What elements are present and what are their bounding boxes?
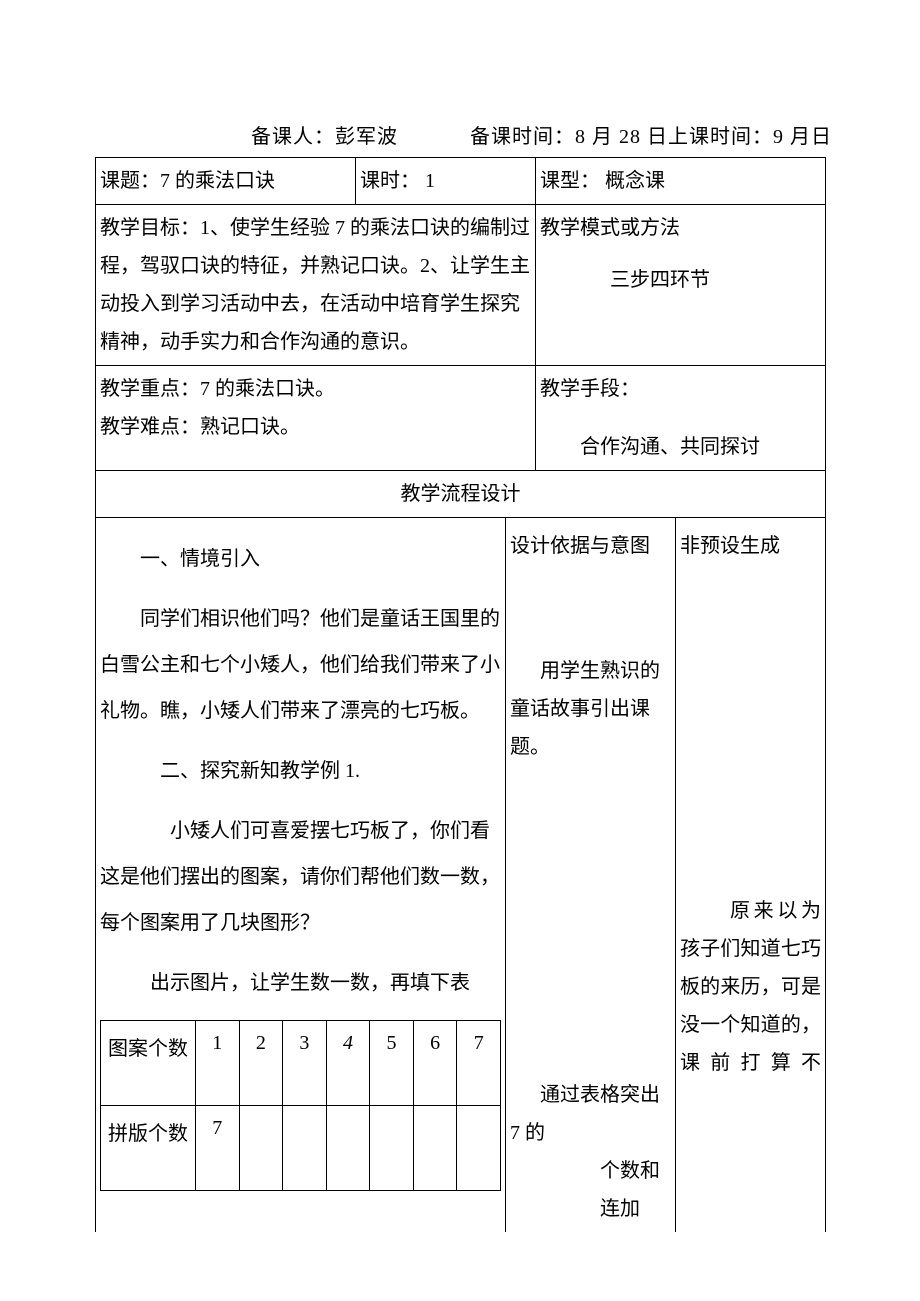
methods-label: 教学模式或方法	[540, 209, 821, 247]
prep-time: 8 月 28 日	[575, 126, 668, 148]
inner-cell: 6	[413, 1021, 457, 1106]
inner-cell: 3	[283, 1021, 327, 1106]
inner-cell: 1	[196, 1021, 240, 1106]
table-row: 拼版个数 7	[101, 1106, 501, 1191]
methods-text: 三步四环节	[540, 261, 821, 299]
period-label: 课时：	[360, 170, 420, 192]
topic-text: 7 的乘法口诀	[160, 170, 275, 192]
flow-title: 教学流程设计	[401, 483, 521, 505]
inner-cell	[239, 1106, 283, 1191]
design-basis-p2b: 个数和连加	[510, 1152, 671, 1228]
section1-title: 一、情境引入	[100, 536, 501, 582]
type-text: 概念课	[605, 170, 665, 192]
type-label: 课型：	[540, 170, 600, 192]
inner-cell	[326, 1106, 370, 1191]
goals-label: 教学目标：	[100, 217, 200, 239]
inner-cell	[283, 1106, 327, 1191]
flow-title-cell: 教学流程设计	[96, 471, 826, 518]
header-line: 备课人：彭军波 备课时间：8 月 28 日上课时间：9 月日	[95, 120, 825, 149]
focus-cell: 教学重点：7 的乘法口诀。 教学难点：熟记口诀。	[96, 366, 536, 471]
section2-p2: 出示图片，让学生数一数，再填下表	[100, 960, 501, 1006]
type-cell: 课型： 概念课	[536, 158, 826, 205]
inner-cell: 2	[239, 1021, 283, 1106]
handles-cell: 教学手段： 合作沟通、共同探讨	[536, 366, 826, 471]
handles-label: 教学手段：	[540, 370, 821, 408]
preparer-label: 备课人：	[251, 126, 335, 148]
inner-table: 图案个数 1 2 3 4 5 6 7 拼版个数 7	[100, 1020, 501, 1191]
class-time: 9 月日	[773, 126, 832, 148]
section2-p1: 小矮人们可喜爱摆七巧板了，你们看这是他们摆出的图案，请你们帮他们数一数，每个图案…	[100, 808, 501, 946]
main-content-cell: 一、情境引入 同学们相识他们吗？他们是童话王国里的白雪公主和七个小矮人，他们给我…	[96, 518, 506, 1233]
inner-cell: 4	[326, 1021, 370, 1106]
table-row: 图案个数 1 2 3 4 5 6 7	[101, 1021, 501, 1106]
inner-cell	[370, 1106, 414, 1191]
class-time-label: 上课时间：	[668, 126, 773, 148]
design-basis-head: 设计依据与意图	[510, 522, 671, 562]
prep-time-label: 备课时间：	[470, 126, 575, 148]
design-basis-p2a: 通过表格突出 7 的	[510, 1084, 660, 1144]
topic-label: 课题：	[100, 170, 160, 192]
key-label: 教学重点：	[100, 378, 200, 400]
inner-row1-label: 图案个数	[101, 1021, 196, 1106]
inner-cell	[413, 1106, 457, 1191]
inner-cell: 5	[370, 1021, 414, 1106]
design-basis-p2: 通过表格突出 7 的 个数和连加	[510, 1076, 671, 1228]
section2-title: 二、探究新知教学例 1.	[100, 748, 501, 794]
methods-cell: 教学模式或方法 三步四环节	[536, 205, 826, 366]
section1-p1: 同学们相识他们吗？他们是童话王国里的白雪公主和七个小矮人，他们给我们带来了小礼物…	[100, 596, 501, 734]
non-preset-head: 非预设生成	[680, 522, 821, 562]
non-preset-cell: 非预设生成 原来以为孩子们知道七巧板的来历，可是没一个知道的，课前打算不	[676, 518, 826, 1233]
preparer-name: 彭军波	[335, 126, 398, 148]
design-basis-p1: 用学生熟识的童话故事引出课题。	[510, 652, 671, 766]
lesson-plan-table: 课题：7 的乘法口诀 课时： 1 课型： 概念课 教学目标：1、使学生经验 7 …	[95, 157, 826, 1232]
inner-cell	[457, 1106, 501, 1191]
period-cell: 课时： 1	[356, 158, 536, 205]
inner-cell: 7	[457, 1021, 501, 1106]
design-basis-cell: 设计依据与意图 用学生熟识的童话故事引出课题。 通过表格突出 7 的 个数和连加	[506, 518, 676, 1233]
inner-cell: 7	[196, 1106, 240, 1191]
inner-row2-label: 拼版个数	[101, 1106, 196, 1191]
goals-cell: 教学目标：1、使学生经验 7 的乘法口诀的编制过程，驾驭口诀的特征，并熟记口诀。…	[96, 205, 536, 366]
non-preset-p1: 原来以为孩子们知道七巧板的来历，可是没一个知道的，课前打算不	[680, 892, 821, 1082]
topic-cell: 课题：7 的乘法口诀	[96, 158, 356, 205]
diff-text: 熟记口诀。	[200, 416, 300, 438]
key-text: 7 的乘法口诀。	[200, 378, 335, 400]
handles-text: 合作沟通、共同探讨	[540, 428, 821, 466]
diff-label: 教学难点：	[100, 416, 200, 438]
page: 备课人：彭军波 备课时间：8 月 28 日上课时间：9 月日 课题：7 的乘法口…	[0, 0, 920, 1272]
period-text: 1	[425, 170, 435, 192]
